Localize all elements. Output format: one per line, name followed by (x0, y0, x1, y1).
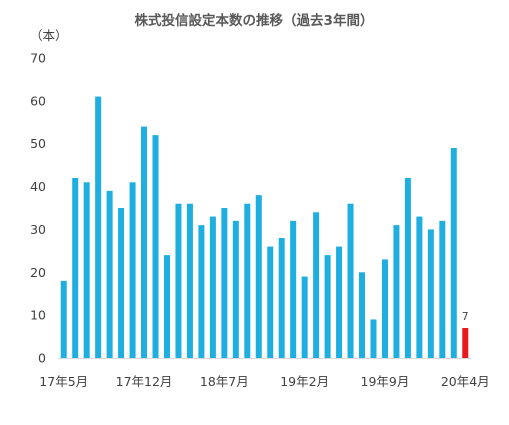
bar (416, 216, 423, 358)
bar (83, 182, 90, 358)
bar (393, 225, 400, 358)
bar (141, 126, 148, 358)
bar (232, 220, 239, 358)
bar-highlight (462, 328, 469, 358)
y-tick-label: 50 (30, 136, 46, 151)
x-tick-label: 20年4月 (441, 374, 490, 389)
data-labels: 7 (462, 311, 469, 323)
bar (244, 203, 251, 358)
bar (450, 148, 457, 358)
bar (198, 225, 205, 358)
x-tick-label: 17年12月 (116, 374, 173, 389)
x-tick-label: 19年9月 (361, 374, 410, 389)
bar (152, 135, 159, 358)
y-tick-label: 70 (30, 51, 46, 66)
bar (359, 272, 366, 358)
bar (72, 178, 79, 358)
bar (313, 212, 320, 358)
y-tick-label: 40 (30, 179, 46, 194)
x-tick-label: 18年7月 (200, 374, 249, 389)
bar (301, 276, 308, 358)
y-tick-label: 20 (30, 265, 46, 280)
bar (60, 280, 67, 358)
y-tick-label: 60 (30, 93, 46, 108)
x-axis-ticks: 17年5月 17年12月 18年7月 19年2月 19年9月 20年4月 (39, 374, 489, 389)
bar (370, 319, 377, 358)
y-tick-label: 0 (38, 351, 46, 366)
bar (175, 203, 182, 358)
y-tick-label: 30 (30, 222, 46, 237)
bar (106, 190, 113, 358)
bar (290, 220, 297, 358)
bar (404, 178, 411, 358)
bar (439, 220, 446, 358)
bar (427, 229, 434, 358)
bar (129, 182, 136, 358)
bar (163, 255, 170, 358)
bar (324, 255, 331, 358)
bar (118, 208, 125, 358)
data-label: 7 (462, 311, 469, 323)
bar (336, 246, 343, 358)
bar (255, 195, 262, 358)
y-axis-ticks: 0 10 20 30 40 50 60 70 (30, 51, 46, 366)
bar (381, 259, 388, 358)
bar-series (60, 96, 469, 358)
bar (95, 96, 102, 358)
y-tick-label: 10 (30, 308, 46, 323)
bar (209, 216, 216, 358)
x-tick-label: 17年5月 (39, 374, 88, 389)
chart-title: 株式投信設定本数の推移（過去3年間） (135, 12, 374, 29)
bar (221, 208, 228, 358)
x-tick-label: 19年2月 (280, 374, 329, 389)
bar (347, 203, 354, 358)
bar (278, 238, 285, 358)
bar (186, 203, 193, 358)
y-axis-unit-label: （本） (30, 28, 68, 43)
bar (267, 246, 274, 358)
